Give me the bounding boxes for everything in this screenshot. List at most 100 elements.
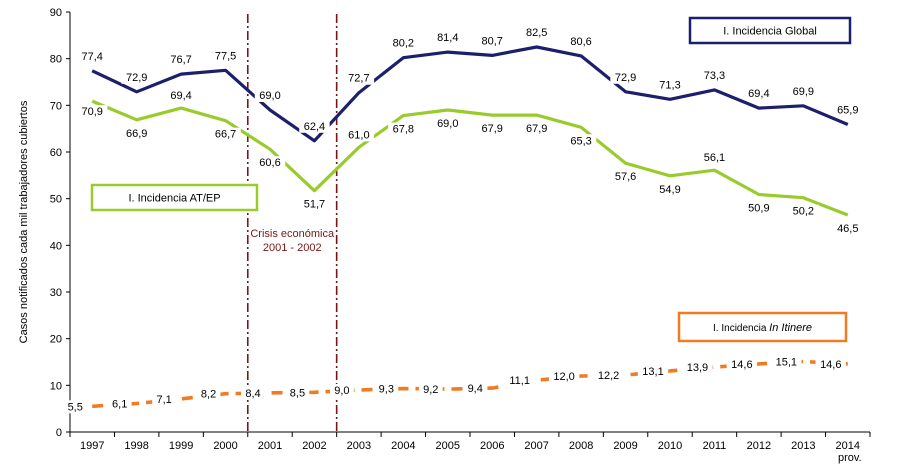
data-label-bg [196, 387, 221, 401]
x-tick-label: 1999 [169, 440, 193, 452]
legend-layer: I. Incidencia Global I. Incidencia AT/EP I… [90, 16, 852, 343]
data-label: 8,4 [245, 388, 260, 400]
data-label-bg [165, 53, 197, 67]
series-line [91, 99, 849, 217]
data-label: 57,6 [615, 171, 636, 183]
x-tick-label: 2001 [258, 440, 282, 452]
y-tick-label: 70 [50, 100, 62, 112]
data-label-bg [743, 87, 775, 101]
data-label: 7,1 [156, 394, 171, 406]
data-label-bg [565, 34, 597, 48]
data-label: 6,1 [112, 399, 127, 411]
x-tick-label: 1998 [124, 440, 148, 452]
data-label: 5,5 [68, 401, 83, 413]
data-label-bg [418, 383, 443, 397]
data-label-bg [463, 382, 488, 396]
data-label: 67,9 [482, 123, 503, 135]
data-label: 73,3 [704, 70, 725, 82]
data-label-bg [254, 156, 286, 170]
data-label: 72,7 [348, 73, 369, 85]
data-label: 67,8 [393, 124, 414, 136]
data-label-bg [432, 31, 463, 45]
data-label-bg [343, 71, 375, 85]
data-label: 9,2 [423, 384, 438, 396]
legend-box [677, 311, 848, 343]
data-label-bg [388, 36, 419, 50]
data-label-bg [343, 128, 375, 142]
legend-label: I. Incidencia AT/EP [128, 193, 220, 205]
x-tick-label: 2008 [569, 440, 593, 452]
x-tick-sublabel: prov. [838, 452, 862, 464]
x-tick-label: 1997 [80, 440, 104, 452]
data-label-bg [241, 386, 265, 400]
data-label: 56,1 [704, 152, 725, 164]
legend-box [90, 183, 259, 212]
data-label: 67,9 [526, 123, 547, 135]
data-label: 9,3 [379, 384, 394, 396]
data-label-bg [548, 370, 580, 383]
data-label: 69,9 [793, 86, 814, 98]
data-label: 76,7 [170, 54, 191, 66]
data-label: 70,9 [82, 106, 103, 118]
y-tick-label: 40 [50, 240, 62, 252]
data-label-bg [285, 386, 310, 400]
data-label-bg [210, 127, 241, 141]
data-label: 80,2 [393, 38, 414, 50]
data-label-bg [832, 103, 863, 117]
x-tick-label: 2010 [658, 440, 682, 452]
data-label-bg [63, 400, 88, 414]
data-label-bg [299, 197, 330, 211]
y-tick-label: 30 [50, 287, 62, 299]
axes: 0 10 20 30 40 50 60 70 80 90 1997 1998 1999 2000 2001 2… [50, 7, 871, 464]
data-label: 61,0 [348, 129, 369, 141]
data-label-bg [107, 397, 132, 411]
data-label: 46,5 [837, 223, 858, 235]
x-tick-label: 2014 [836, 440, 860, 452]
data-label-bg [610, 70, 641, 84]
data-label-bg [210, 49, 241, 63]
x-tick-label: 2000 [213, 440, 237, 452]
data-label-bg [121, 126, 152, 140]
data-label-bg [477, 122, 508, 136]
data-label: 77,4 [82, 51, 103, 63]
data-label-bg [477, 34, 508, 48]
series-0: 77,4 72,9 76,7 77,5 69,0 62,4 72,7 80,2 81,4 80,7… [77, 26, 863, 143]
data-label: 11,1 [509, 375, 530, 387]
crisis-markers: Crisis económica 2001 - 2002 [246, 14, 338, 432]
data-label-bg [682, 361, 713, 375]
legend-item-0: I. Incidencia Global [688, 16, 852, 45]
data-label: 82,5 [526, 27, 547, 39]
data-label: 66,7 [215, 129, 236, 141]
data-label-bg [521, 26, 552, 39]
data-label-bg [77, 105, 108, 119]
y-tick-label: 20 [50, 334, 62, 346]
data-label: 69,4 [170, 90, 191, 102]
data-label: 8,5 [290, 387, 305, 399]
data-label: 13,9 [687, 362, 708, 374]
data-label: 62,4 [304, 121, 325, 133]
y-tick-label: 90 [50, 7, 62, 19]
data-label: 50,2 [793, 206, 814, 218]
data-label: 77,5 [215, 50, 236, 62]
x-tick-label: 2002 [302, 440, 326, 452]
data-label-bg [788, 204, 819, 218]
data-label: 9,0 [334, 385, 349, 397]
data-label: 54,9 [659, 184, 680, 196]
data-label-bg [593, 369, 624, 383]
data-label-bg [743, 201, 775, 215]
x-tick-label: 2009 [613, 440, 637, 452]
data-label-bg [726, 357, 758, 371]
y-tick-label: 60 [50, 147, 62, 159]
data-label-bg [165, 89, 197, 103]
data-label: 66,9 [126, 128, 147, 140]
data-label: 71,3 [659, 79, 680, 91]
data-label-bg [654, 182, 686, 196]
y-tick-label: 10 [50, 380, 62, 392]
data-label-bg [254, 89, 286, 102]
data-label: 65,9 [837, 104, 858, 116]
data-label: 65,3 [570, 135, 591, 147]
y-axis-label: Casos notificados cada mil trabajadores … [18, 100, 30, 343]
data-label-bg [832, 222, 863, 235]
x-tick-label: 2011 [703, 440, 727, 452]
